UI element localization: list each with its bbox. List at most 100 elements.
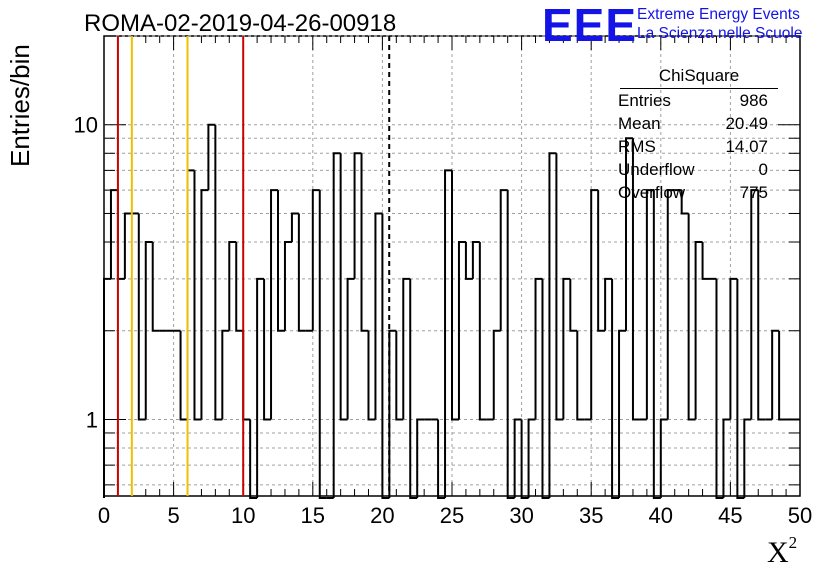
x-tick-label: 25 xyxy=(440,503,464,528)
histogram-bin xyxy=(492,329,501,420)
logo-line-2: La Scienza nelle Scuole xyxy=(637,25,803,42)
histogram-bin xyxy=(137,213,146,421)
histogram-bin xyxy=(290,212,299,243)
eee-logo: EEE xyxy=(542,0,638,51)
histogram-bin xyxy=(687,213,696,421)
marker-lines xyxy=(116,36,391,496)
histogram-bin xyxy=(506,190,515,499)
histogram-bin xyxy=(562,277,571,420)
histogram-bin xyxy=(103,277,111,498)
x-tick-label: 5 xyxy=(167,503,179,528)
histogram-bin xyxy=(200,189,209,420)
stats-row-underflow: Underflow 0 xyxy=(618,160,768,179)
histogram-bin xyxy=(555,153,564,421)
histogram-bin xyxy=(235,242,244,332)
histogram-bin xyxy=(249,419,258,499)
histogram-bin xyxy=(520,419,529,499)
histogram-bin xyxy=(395,330,404,421)
stats-row-mean: Mean 20.49 xyxy=(618,114,768,133)
histogram-bin xyxy=(597,190,606,332)
histogram-bin xyxy=(332,152,341,498)
histogram-bin xyxy=(778,330,787,421)
histogram-bin xyxy=(109,189,118,279)
histogram-bin xyxy=(409,278,418,499)
x-tick-label: 45 xyxy=(718,503,742,528)
histogram-bin xyxy=(451,170,459,421)
stats-row-rms: RMS 14.07 xyxy=(618,137,768,156)
histogram-bin xyxy=(750,189,759,420)
y-axis-label: Entries/bin xyxy=(5,44,35,167)
histogram-bin xyxy=(631,138,640,421)
histogram-bin xyxy=(534,277,543,420)
y-tick-label: 1 xyxy=(86,407,98,432)
logo-line-1: Extreme Energy Events xyxy=(637,6,800,23)
histogram-bin xyxy=(263,278,272,421)
histogram-bin xyxy=(437,419,446,499)
histogram-bin xyxy=(214,124,223,421)
histogram-bin xyxy=(527,418,536,498)
histogram-bin xyxy=(207,123,216,191)
x-tick-label: 20 xyxy=(370,503,394,528)
histogram-bin xyxy=(771,329,780,420)
histogram-bin xyxy=(625,137,633,331)
x-axis-label: X2 xyxy=(767,533,798,569)
histogram-bin xyxy=(464,242,473,280)
stats-box: ChiSquare Entries 986 Mean 20.49 RMS 14.07 … xyxy=(612,64,778,204)
histogram-bin xyxy=(277,190,285,332)
stats-row-overflow: Overflow 775 xyxy=(618,183,768,202)
histogram-bin xyxy=(645,189,654,420)
x-tick-label: 50 xyxy=(788,503,812,528)
histogram-bin xyxy=(444,169,452,498)
x-tick-label: 35 xyxy=(579,503,603,528)
histogram-bin xyxy=(151,242,160,332)
histogram-bin xyxy=(116,190,125,280)
y-tick-label: 10 xyxy=(74,113,98,138)
histogram-bin xyxy=(346,277,355,420)
histogram-bin xyxy=(611,278,620,499)
histogram-bin xyxy=(374,212,383,420)
histogram-bin xyxy=(402,277,411,420)
histogram-bin xyxy=(652,190,661,499)
histogram-bin xyxy=(680,190,689,215)
histogram-bin xyxy=(297,213,306,332)
histogram-bin xyxy=(193,170,202,421)
histogram-bin xyxy=(457,241,466,420)
histogram-bin xyxy=(666,189,675,420)
histogram-bin xyxy=(381,213,390,499)
histogram-bin xyxy=(694,241,703,420)
x-tick-label: 30 xyxy=(509,503,533,528)
histogram-bin xyxy=(478,242,487,421)
histogram-bin xyxy=(736,278,745,499)
histogram-bin xyxy=(353,152,362,279)
histogram-bin xyxy=(569,278,578,332)
histogram-bin xyxy=(242,330,251,421)
histogram-bin xyxy=(743,418,752,498)
histogram-bin xyxy=(576,330,585,421)
stats-row-entries: Entries 986 xyxy=(618,91,768,110)
histogram-bin xyxy=(186,169,195,420)
histogram-bin xyxy=(513,418,522,498)
histogram-bin xyxy=(144,241,153,420)
histogram-bin xyxy=(311,189,320,331)
histogram-bin xyxy=(548,152,557,498)
histogram-bin xyxy=(604,277,613,331)
histogram-bin xyxy=(367,330,376,421)
histogram-bin xyxy=(757,190,766,421)
histogram-bin xyxy=(715,278,724,499)
histogram-bin xyxy=(722,418,731,498)
histogram-bin xyxy=(228,241,237,331)
histogram-bin xyxy=(283,241,292,331)
histogram-bin xyxy=(123,212,132,279)
histogram-bin xyxy=(541,278,550,499)
histogram-bin xyxy=(179,330,188,421)
histogram-bin xyxy=(659,418,668,498)
histogram-bin xyxy=(256,277,265,498)
histogram-bin xyxy=(339,153,348,421)
histogram-bin xyxy=(590,189,599,420)
histogram-bin xyxy=(360,153,369,332)
stats-title: ChiSquare xyxy=(620,64,778,89)
x-tick-label: 40 xyxy=(649,503,673,528)
histogram-bin xyxy=(618,329,626,498)
chart-title: ROMA-02-2019-04-26-00918 xyxy=(84,10,397,37)
